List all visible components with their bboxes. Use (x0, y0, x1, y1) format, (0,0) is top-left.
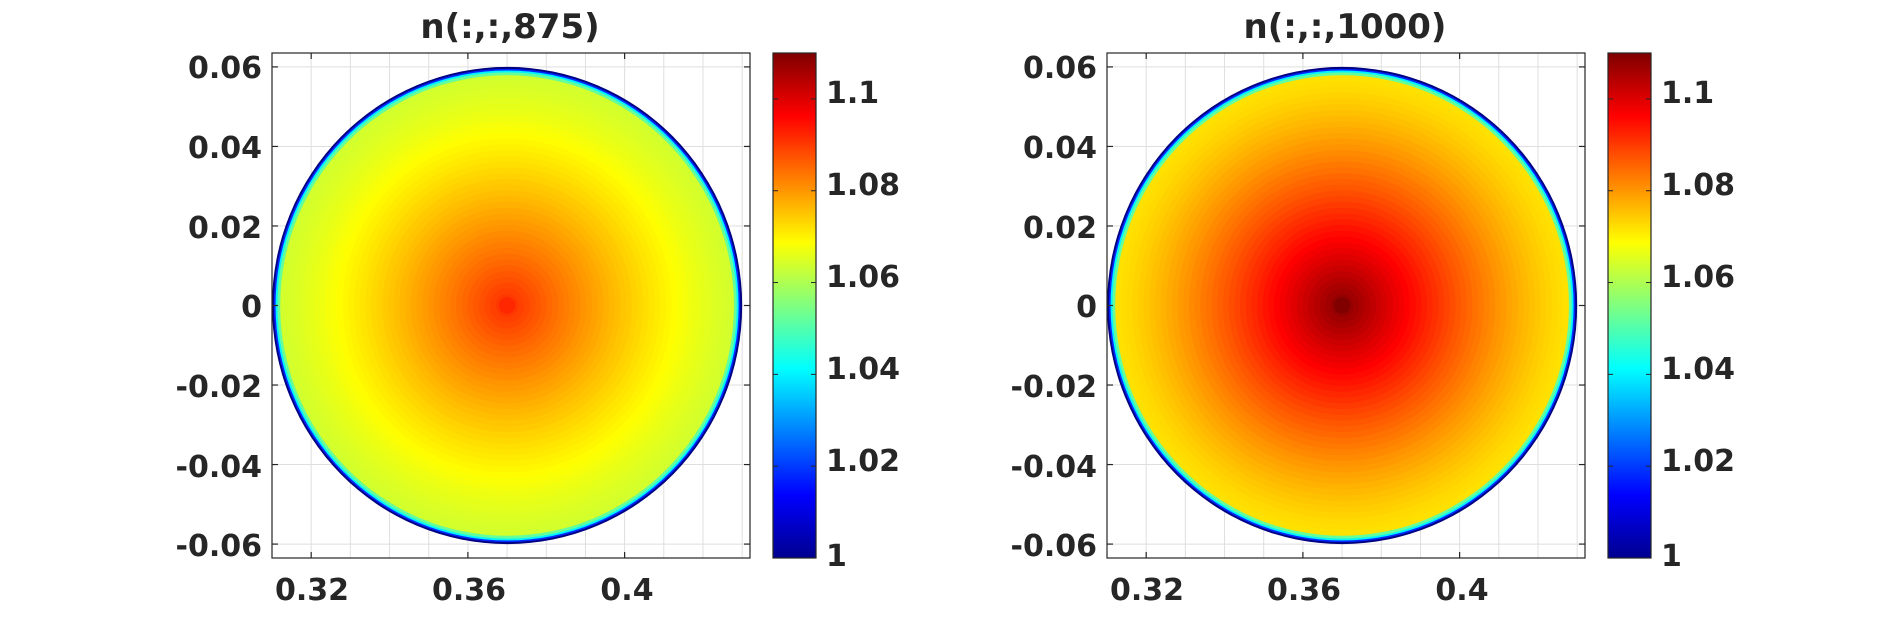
y-tick-label: 0 (1076, 290, 1097, 325)
y-tick-label: 0.04 (1023, 131, 1097, 166)
colorbar-tick-label: 1.08 (1661, 168, 1735, 203)
y-tick-label: -0.04 (176, 450, 262, 485)
y-tick-label: 0.02 (188, 211, 262, 246)
colorbar-tick-label: 1.02 (1661, 444, 1735, 479)
y-tick-label: 0 (241, 290, 262, 325)
colorbar-tick-label: 1.08 (826, 168, 900, 203)
panel-2-title: n(:,:,1000) (1244, 7, 1447, 47)
colorbar-tick-label: 1.04 (1661, 352, 1735, 387)
x-tick-label: 0.4 (600, 573, 653, 608)
y-tick-label: 0.06 (1023, 51, 1097, 86)
x-tick-label: 0.36 (1267, 573, 1341, 608)
y-tick-label: 0.04 (188, 131, 262, 166)
y-tick-label: 0.06 (188, 51, 262, 86)
x-tick-label: 0.36 (432, 573, 506, 608)
y-tick-label: 0.02 (1023, 211, 1097, 246)
y-tick-label: -0.06 (176, 529, 262, 564)
colorbar-tick-label: 1 (826, 539, 847, 574)
field-peak (498, 297, 516, 314)
panel-1-colorbar: 1.1 1.08 1.06 1.04 1.02 1 (772, 52, 900, 574)
x-tick-label: 0.32 (275, 573, 349, 608)
panel-1-title: n(:,:,875) (420, 7, 599, 47)
x-tick-label: 0.32 (1110, 573, 1184, 608)
y-tick-label: -0.02 (176, 370, 262, 405)
colorbar-tick-label: 1.04 (826, 352, 900, 387)
panel-1-x-tick-labels: 0.32 0.36 0.4 (275, 573, 654, 608)
colorbar-tick-label: 1.02 (826, 444, 900, 479)
panel-2-y-tick-labels: 0.06 0.04 0.02 0 -0.02 -0.04 -0.06 (1011, 51, 1097, 564)
colorbar-tick-label: 1.06 (826, 260, 900, 295)
panel-1-y-tick-labels: 0.06 0.04 0.02 0 -0.02 -0.04 -0.06 (176, 51, 262, 564)
panel-1: n(:,:,875) 0.06 0.04 0.02 0 -0.02 -0.04 … (176, 7, 901, 608)
colorbar-gradient (772, 52, 817, 559)
x-tick-label: 0.4 (1435, 573, 1488, 608)
colorbar-gradient (1607, 52, 1652, 559)
y-tick-label: -0.06 (1011, 529, 1097, 564)
colorbar-tick-label: 1 (1661, 539, 1682, 574)
y-tick-label: -0.02 (1011, 370, 1097, 405)
panel-2-ticks (1107, 53, 1585, 558)
panel-1-ticks (272, 53, 750, 558)
colorbar-tick-label: 1.1 (1661, 76, 1714, 111)
colorbar-tick-label: 1.1 (826, 76, 879, 111)
panel-2-x-tick-labels: 0.32 0.36 0.4 (1110, 573, 1489, 608)
y-tick-label: -0.04 (1011, 450, 1097, 485)
panel-2: n(:,:,1000) 0.06 0.04 0.02 0 -0.02 -0.04… (1011, 7, 1736, 608)
panel-2-heatmap (1107, 66, 1578, 545)
field-peak (1333, 297, 1351, 314)
panel-2-colorbar: 1.1 1.08 1.06 1.04 1.02 1 (1607, 52, 1735, 574)
colorbar-tick-label: 1.06 (1661, 260, 1735, 295)
panel-1-heatmap (272, 66, 743, 545)
